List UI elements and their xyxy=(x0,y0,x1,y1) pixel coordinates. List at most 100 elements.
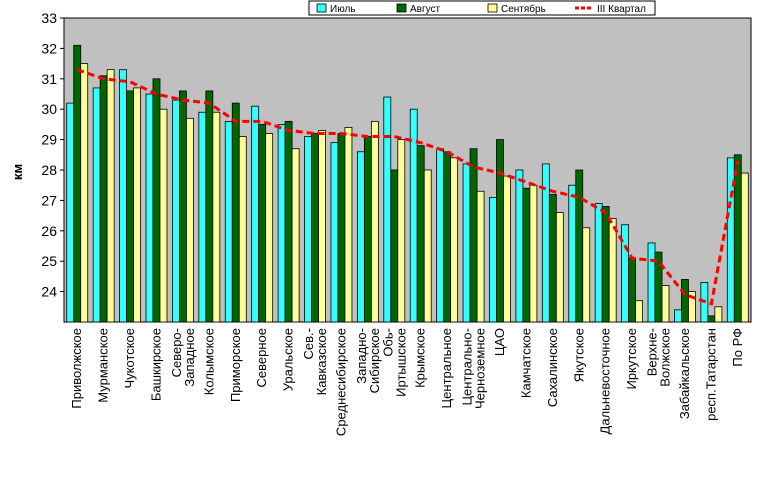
bar-Август-Мурманское xyxy=(99,75,108,323)
bars-layer xyxy=(66,44,749,323)
bar-Август-По РФ xyxy=(733,154,742,323)
bar-Август-Иркутское xyxy=(628,257,636,323)
bar-Август-Среднесибирское xyxy=(337,133,346,323)
legend-label: Июль xyxy=(330,4,356,15)
x-category-label: Крымское xyxy=(413,328,428,388)
x-category-label: Центрально- xyxy=(460,328,475,406)
bar-Июль-Забайкальское xyxy=(674,309,682,323)
bar-Сентябрь-Верхне-Волжское xyxy=(661,285,670,323)
bar-Сентябрь-По РФ xyxy=(740,172,749,323)
x-category-label: Северо- xyxy=(169,328,184,377)
bar-Сентябрь-Колымское xyxy=(212,111,221,323)
x-category-label: ЦАО xyxy=(492,328,507,356)
x-category-label: Камчатское xyxy=(518,328,533,398)
x-category-label: Сибирское xyxy=(367,328,382,393)
bar-Сентябрь-Западно-Сибирское xyxy=(370,120,379,323)
legend-swatch xyxy=(487,3,498,13)
bar-Июль-Уральское xyxy=(277,124,286,323)
bar-Сентябрь-Башкирское xyxy=(159,108,168,323)
bar-Июль-Башкирское xyxy=(145,93,154,323)
x-category-label: Якутское xyxy=(571,328,586,382)
x-category-label: Сев.- xyxy=(301,328,316,359)
bar-Сентябрь-ЦАО xyxy=(503,175,511,323)
bar-Август-Забайкальское xyxy=(681,279,689,323)
bar-Сентябрь-Иркутское xyxy=(635,300,643,323)
x-category-label: Северное xyxy=(254,328,269,387)
x-category-label: Иркутское xyxy=(624,328,639,390)
x-category-label: Западное xyxy=(182,328,197,387)
y-tick-label: 31 xyxy=(41,71,57,87)
x-category-label: Волжское xyxy=(658,328,673,387)
x-category-label: Дальневосточное xyxy=(598,328,613,434)
x-category-label: Башкирское xyxy=(148,328,163,401)
bar-Август-Северо-Западное xyxy=(179,90,187,323)
bar-Сентябрь-Среднесибирское xyxy=(344,127,353,323)
x-category-label: Чукотское xyxy=(122,328,137,389)
bar-Сентябрь-Северо-Западное xyxy=(186,117,194,323)
x-category-label: Сахалинское xyxy=(545,328,560,407)
bar-Август-Сахалинское xyxy=(548,193,557,323)
bar-Август-Дальневосточное xyxy=(601,206,610,323)
y-tick-label: 29 xyxy=(41,132,57,148)
bar-Июль-Якутское xyxy=(568,184,577,323)
bar-Июль-Центрально-Черноземное xyxy=(462,163,471,323)
bar-Июль-Северное xyxy=(251,105,260,323)
bar-Август-Центральное xyxy=(443,151,452,323)
x-category-label: Приволжское xyxy=(69,328,84,409)
bar-Август-Северное xyxy=(258,124,267,323)
bar-Август-Приморское xyxy=(231,102,240,323)
legend-label: Сентябрь xyxy=(501,3,546,15)
x-category-label: Колымское xyxy=(201,328,216,395)
legend-swatch xyxy=(316,3,327,13)
line-series-III Квартал xyxy=(76,68,740,306)
bar-Август-ЦАО xyxy=(496,139,504,323)
bar-Август-Приволжское xyxy=(73,44,82,323)
legend-label: III Квартал xyxy=(597,4,646,15)
bar-Июль-Верхне-Волжское xyxy=(647,242,656,323)
bar-Сентябрь-Сахалинское xyxy=(555,212,564,323)
bar-Сентябрь-Мурманское xyxy=(106,69,115,323)
bar-Сентябрь-Камчатское xyxy=(529,184,538,323)
x-category-label: Иртышское xyxy=(393,328,408,397)
bar-Август-Башкирское xyxy=(152,78,161,323)
x-category-label: Обь- xyxy=(380,328,395,357)
x-category-label: Забайкальское xyxy=(677,328,692,419)
bar-Август-Якутское xyxy=(575,169,584,323)
y-axis: 24 25 26 27 28 29 30 31 32 33 xyxy=(41,10,64,300)
bar-Июль-Приморское xyxy=(224,120,233,323)
bar-Июль-ЦАО xyxy=(489,196,497,323)
y-tick-label: 24 xyxy=(41,284,57,300)
y-tick-label: 27 xyxy=(41,192,57,208)
x-category-label: Среднесибирское xyxy=(333,328,348,436)
bar-Июль-Центральное xyxy=(436,148,445,323)
bar-Сентябрь-Центрально-Черноземное xyxy=(476,190,485,323)
bar-Сентябрь-Приморское xyxy=(238,136,247,323)
bar-Сентябрь-Дальневосточное xyxy=(608,218,617,323)
y-tick-label: 30 xyxy=(41,101,57,117)
x-category-label: Черноземное xyxy=(473,328,488,409)
bar-Август-Сев.-Кавказское xyxy=(311,133,319,323)
legend-box xyxy=(308,0,656,16)
legend-label: Август xyxy=(410,4,441,15)
x-category-label: Кавказское xyxy=(314,328,329,395)
bar-Август-Камчатское xyxy=(522,187,531,323)
y-tick-label: 28 xyxy=(41,162,57,178)
y-tick-label: 26 xyxy=(41,223,57,239)
bar-Июль-Западно-Сибирское xyxy=(356,151,365,323)
bar-Июль-Обь-Иртышское xyxy=(383,96,392,323)
x-category-label: Приморское xyxy=(228,328,243,402)
x-category-label: Уральское xyxy=(281,328,296,391)
legend: Июль Август Сентябрь III Квартал xyxy=(308,0,656,16)
x-category-label: респ.Татарстан xyxy=(703,328,718,421)
bar-Сентябрь-Забайкальское xyxy=(688,291,696,323)
bar-Август-Верхне-Волжское xyxy=(654,251,663,323)
bar-Август-Крымское xyxy=(416,145,425,323)
bar-Июль-Чукотское xyxy=(119,69,127,323)
bar-Сентябрь-Северное xyxy=(265,133,274,323)
bar-Июль-Колымское xyxy=(198,111,207,323)
bar-Сентябрь-респ.Татарстан xyxy=(714,306,723,323)
bar-Сентябрь-Центральное xyxy=(450,157,459,323)
bar-Сентябрь-Крымское xyxy=(423,169,432,323)
y-tick-label: 32 xyxy=(41,40,57,56)
